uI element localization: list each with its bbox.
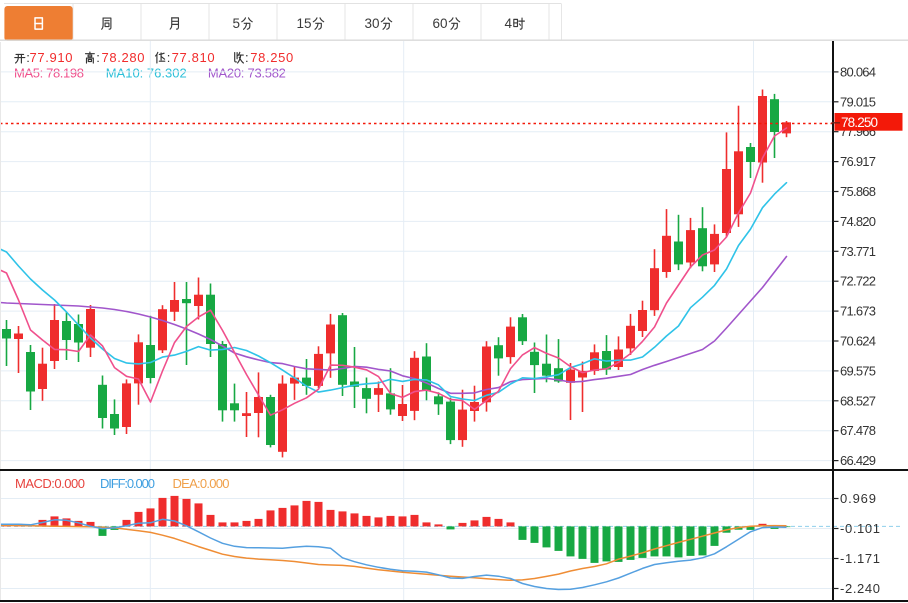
svg-text:71.673: 71.673 [840, 304, 876, 319]
svg-text:MA20: 73.582: MA20: 73.582 [208, 65, 286, 80]
svg-text:4: 4 [504, 16, 512, 31]
svg-text:77.910: 77.910 [30, 50, 73, 65]
svg-text:78.280: 78.280 [102, 50, 145, 65]
svg-text:79.015: 79.015 [840, 94, 876, 109]
svg-text:73.771: 73.771 [840, 244, 876, 259]
svg-text:80.064: 80.064 [840, 64, 876, 79]
svg-text:60: 60 [432, 16, 447, 31]
svg-text:72.722: 72.722 [840, 274, 876, 289]
svg-text:-0.101: -0.101 [840, 521, 880, 536]
svg-text:78.250: 78.250 [841, 115, 878, 130]
svg-text:-1.171: -1.171 [840, 551, 880, 566]
svg-text:15: 15 [296, 16, 311, 31]
svg-text:77.810: 77.810 [172, 50, 215, 65]
svg-text:70.624: 70.624 [840, 334, 876, 349]
svg-text:MA5: 78.198: MA5: 78.198 [14, 65, 84, 80]
svg-text:-2.240: -2.240 [840, 581, 880, 596]
svg-text:69.575: 69.575 [840, 363, 876, 378]
svg-text:MA10: 76.302: MA10: 76.302 [106, 65, 187, 80]
svg-text:74.820: 74.820 [840, 214, 876, 229]
svg-text::: : [26, 50, 30, 65]
svg-text:MACD:0.000: MACD:0.000 [15, 476, 85, 491]
svg-text:68.527: 68.527 [840, 393, 876, 408]
svg-text:67.478: 67.478 [840, 423, 876, 438]
svg-text:DEA:0.000: DEA:0.000 [173, 476, 230, 491]
svg-text:5: 5 [232, 16, 240, 31]
svg-text::: : [245, 50, 249, 65]
svg-text::: : [167, 50, 171, 65]
svg-text:30: 30 [364, 16, 379, 31]
svg-text:76.917: 76.917 [840, 154, 876, 169]
svg-text::: : [96, 50, 100, 65]
svg-text:DIFF:0.000: DIFF:0.000 [100, 476, 155, 491]
svg-text:78.250: 78.250 [250, 50, 293, 65]
svg-text:0.969: 0.969 [840, 491, 876, 506]
svg-text:75.868: 75.868 [840, 184, 876, 199]
svg-text:66.429: 66.429 [840, 453, 876, 468]
